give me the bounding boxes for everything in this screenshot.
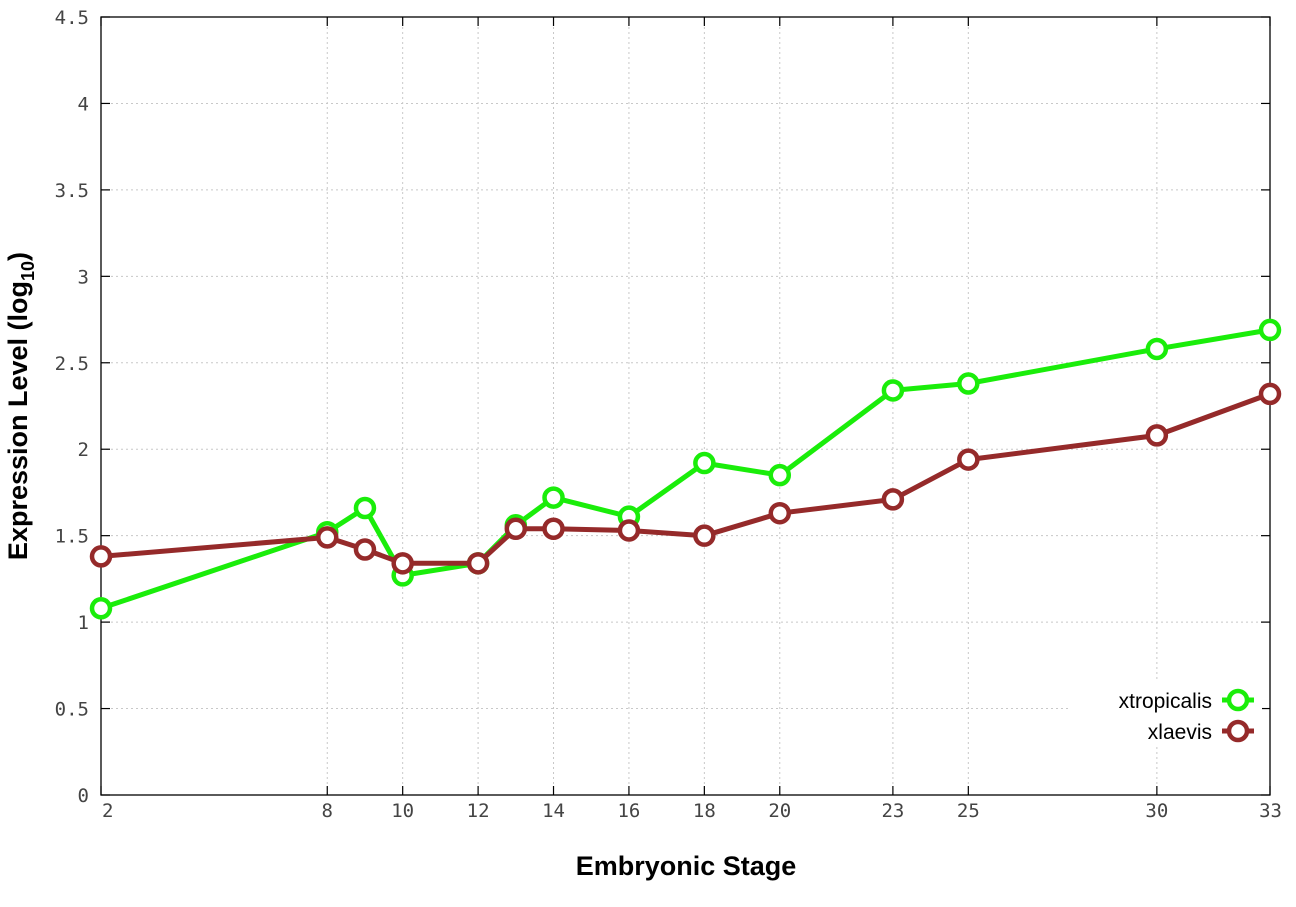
y-tick-label: 4 <box>78 93 89 115</box>
series-xtropicalis <box>89 318 1282 620</box>
x-tick-labels: 2 8 10 12 14 16 18 20 23 25 30 33 <box>102 800 1282 822</box>
y-axis-title: Expression Level (log10) <box>3 252 38 560</box>
data-point-xtropicalis <box>1258 318 1282 342</box>
data-point-xlaevis <box>1145 424 1169 447</box>
x-tick-label: 23 <box>881 800 904 822</box>
data-point-xtropicalis <box>89 597 113 620</box>
y-axis-title-close: ) <box>3 252 33 261</box>
data-point-xlaevis <box>316 526 339 549</box>
data-point-xtropicalis <box>353 496 377 520</box>
x-tick-label: 33 <box>1259 800 1282 822</box>
x-tick-label: 25 <box>957 800 980 822</box>
data-point-xlaevis <box>391 552 414 575</box>
y-tick-labels: 0 0.5 1 1.5 2 2.5 3 3.5 4 4.5 <box>55 7 89 807</box>
data-point-xlaevis <box>353 538 377 561</box>
legend: xtropicalis xlaevis <box>1070 680 1262 746</box>
data-point-xtropicalis <box>542 486 565 509</box>
series-xlaevis <box>89 382 1282 575</box>
x-tick-label: 18 <box>693 800 716 822</box>
y-tick-label: 3.5 <box>55 180 89 202</box>
y-tick-label: 1.5 <box>55 526 89 548</box>
data-point-xlaevis <box>89 545 113 568</box>
x-tick-label: 14 <box>542 800 565 822</box>
x-tick-label: 8 <box>322 800 333 822</box>
data-point-xlaevis <box>957 448 980 471</box>
x-tick-label: 2 <box>102 800 113 822</box>
y-tick-label: 3 <box>78 266 89 288</box>
data-point-xtropicalis <box>1145 337 1169 361</box>
y-axis-title-subscript: 10 <box>18 261 38 281</box>
data-point-xlaevis <box>504 517 528 541</box>
x-tick-label: 12 <box>467 800 490 822</box>
data-point-xlaevis <box>542 517 565 541</box>
data-point-xtropicalis <box>957 372 980 395</box>
y-axis-title-main: Expression Level (log <box>3 281 33 560</box>
y-tick-label: 2.5 <box>55 353 89 375</box>
data-point-xtropicalis <box>768 463 792 487</box>
data-point-xlaevis <box>1258 382 1282 406</box>
x-tick-label: 30 <box>1145 800 1168 822</box>
y-tick-label: 4.5 <box>55 7 89 29</box>
legend-label-xlaevis: xlaevis <box>1148 721 1212 744</box>
legend-label-xtropicalis: xtropicalis <box>1119 690 1212 713</box>
y-tick-label: 0 <box>78 785 89 807</box>
data-point-xlaevis <box>693 524 716 547</box>
data-point-xtropicalis <box>881 379 905 402</box>
series-line-xtropicalis <box>100 327 1271 611</box>
x-tick-label: 10 <box>391 800 414 822</box>
legend-marker-xtropicalis <box>1226 688 1250 712</box>
y-tick-label: 2 <box>78 439 89 461</box>
data-series <box>89 318 1282 620</box>
axis-ticks <box>100 16 1271 796</box>
x-tick-label: 20 <box>768 800 791 822</box>
legend-marker-xlaevis <box>1226 719 1250 743</box>
y-tick-label: 0.5 <box>55 699 89 721</box>
data-point-xlaevis <box>617 519 641 542</box>
data-point-xlaevis <box>768 501 792 525</box>
grid-lines <box>101 17 1270 795</box>
data-point-xtropicalis <box>693 451 716 475</box>
data-point-xlaevis <box>881 488 905 511</box>
y-tick-label: 1 <box>78 612 89 634</box>
x-axis-title: Embryonic Stage <box>576 851 797 881</box>
data-point-xlaevis <box>466 552 490 575</box>
plot-frame <box>100 16 1271 796</box>
x-tick-label: 16 <box>617 800 640 822</box>
